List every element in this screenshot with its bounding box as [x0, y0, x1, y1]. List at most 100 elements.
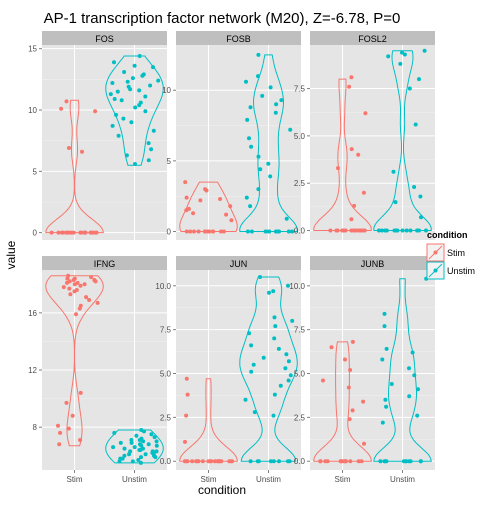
data-point	[138, 460, 143, 465]
x-tick-label: Unstim	[256, 475, 281, 484]
data-point	[244, 195, 249, 200]
data-point	[217, 459, 222, 464]
y-tick-label: 5.0	[294, 370, 306, 379]
data-point	[196, 229, 201, 234]
data-point	[205, 229, 210, 234]
data-point	[142, 429, 146, 434]
data-point	[219, 229, 223, 234]
data-point	[258, 167, 263, 172]
data-point	[183, 439, 187, 444]
legend-key-stim: Stim	[426, 243, 465, 262]
y-tick-label: 5	[33, 167, 38, 176]
data-point	[412, 373, 417, 378]
data-point	[247, 331, 252, 336]
data-point	[57, 442, 62, 447]
data-point	[363, 111, 368, 116]
data-point	[110, 81, 115, 85]
data-point	[290, 229, 295, 234]
data-point	[84, 295, 89, 300]
data-point	[384, 346, 389, 351]
x-axis-title: condition	[198, 483, 246, 497]
data-point	[133, 162, 137, 166]
data-point	[248, 204, 253, 209]
data-point	[357, 228, 362, 233]
data-point	[321, 378, 325, 383]
data-point	[65, 276, 70, 281]
data-point	[384, 404, 389, 409]
data-point	[56, 423, 60, 428]
data-point	[112, 97, 117, 101]
facet-strip-label: FOS	[95, 34, 114, 44]
data-point	[78, 390, 83, 395]
y-tick-label: 8	[33, 423, 38, 432]
data-point	[71, 230, 76, 235]
data-point	[80, 149, 84, 154]
y-tick-label: 16	[28, 309, 37, 318]
facet-fosl2: FOSL2 0.0 2.5 5.0 7.5	[294, 31, 435, 240]
data-point	[202, 229, 207, 234]
data-point	[267, 290, 271, 295]
y-tick-label: 10	[28, 106, 37, 115]
data-point	[137, 438, 142, 442]
data-point	[274, 102, 279, 107]
data-point	[139, 443, 144, 448]
data-point	[138, 448, 143, 452]
data-point	[271, 413, 276, 418]
data-point	[408, 228, 413, 233]
data-point	[115, 89, 120, 94]
data-point	[245, 117, 250, 122]
violin-unstim	[105, 55, 164, 166]
facet-strip-label: IFNG	[94, 259, 116, 269]
data-point	[132, 445, 137, 450]
data-point	[111, 445, 116, 450]
data-point	[129, 120, 134, 125]
data-point	[271, 459, 276, 464]
violin-stim	[313, 78, 372, 231]
data-point	[146, 158, 151, 163]
data-point	[412, 185, 417, 189]
data-point	[127, 452, 131, 457]
data-point	[78, 438, 83, 442]
data-point	[88, 230, 93, 235]
data-point	[149, 432, 154, 437]
data-point	[361, 190, 366, 195]
data-point	[386, 54, 391, 59]
data-point	[119, 98, 124, 103]
data-point	[258, 275, 262, 279]
data-point	[153, 455, 158, 460]
data-point	[329, 345, 334, 350]
data-point	[422, 48, 427, 53]
legend: condition Stim Unstim	[426, 230, 475, 280]
data-point	[350, 408, 355, 413]
x-tick-label: Stim	[67, 475, 83, 484]
data-point	[339, 459, 344, 464]
data-point	[198, 198, 203, 203]
data-point	[137, 88, 142, 93]
facet-strip-label: JUNB	[361, 259, 385, 269]
data-point	[325, 459, 330, 464]
data-point	[243, 397, 248, 402]
data-point	[407, 394, 412, 399]
data-point	[284, 216, 289, 221]
data-point	[229, 218, 234, 223]
data-point	[64, 99, 69, 104]
legend-title: condition	[427, 230, 468, 240]
data-point	[192, 229, 196, 234]
data-point	[184, 229, 189, 234]
x-tick-label: Stim	[201, 475, 217, 484]
data-point	[204, 188, 209, 193]
data-point	[352, 203, 357, 208]
y-tick-label: 5.0	[160, 370, 172, 379]
data-point	[328, 228, 333, 233]
data-point	[402, 52, 407, 57]
data-point	[407, 366, 411, 371]
data-point	[346, 385, 351, 390]
data-point	[183, 180, 188, 185]
data-point	[272, 315, 277, 320]
data-point	[110, 123, 115, 128]
data-point	[65, 280, 69, 285]
data-point	[283, 366, 288, 371]
facet-strip	[310, 256, 435, 270]
data-point	[415, 228, 420, 233]
